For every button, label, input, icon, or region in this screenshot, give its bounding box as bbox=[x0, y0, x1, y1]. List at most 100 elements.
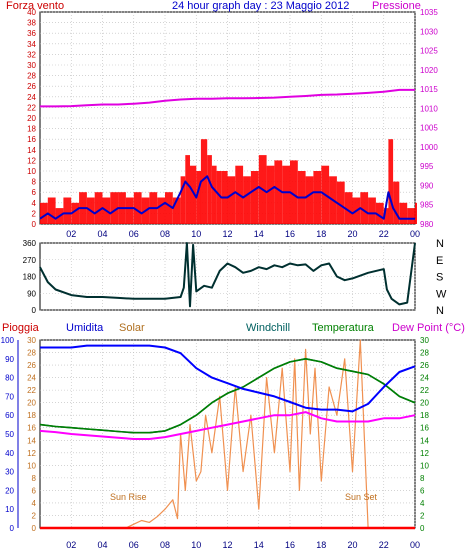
y-tick-label-humidity: 0 bbox=[10, 524, 15, 533]
y-tick-label-pressure: 995 bbox=[420, 162, 434, 171]
x-tick-label: 04 bbox=[97, 229, 107, 239]
wind-gust-bar bbox=[313, 171, 322, 224]
y-tick-label-temp: 20 bbox=[420, 399, 429, 408]
tick-layer: 0202040406060808101012121414161618182020… bbox=[1, 8, 447, 550]
y-tick-label-humidity: 20 bbox=[5, 486, 14, 495]
wind-gust-bar bbox=[47, 197, 56, 224]
y-tick-label-temp: 8 bbox=[420, 474, 425, 483]
y-tick-label-humidity: 90 bbox=[5, 355, 14, 364]
wind-gust-bar bbox=[266, 165, 275, 224]
wind-gust-bar bbox=[250, 171, 259, 224]
sun-set-label: Sun Set bbox=[345, 492, 378, 502]
y-tick-label-solar: 2 bbox=[32, 511, 37, 520]
wind-gust-bar bbox=[211, 165, 217, 224]
x-tick-label: 10 bbox=[191, 229, 201, 239]
y-tick-label-temp: 30 bbox=[420, 336, 429, 345]
humidity-line bbox=[40, 344, 416, 413]
x-tick-label: 20 bbox=[347, 540, 357, 550]
x-tick-label: 18 bbox=[316, 540, 326, 550]
y-tick-label-solar: 8 bbox=[32, 474, 37, 483]
chart-title: 24 hour graph day : 23 Maggio 2012 bbox=[172, 0, 349, 12]
y-tick-label-wind: 8 bbox=[32, 178, 37, 187]
solar-label: Solar bbox=[119, 322, 145, 334]
y-tick-label-wind: 10 bbox=[27, 167, 36, 176]
y-tick-label-pressure: 1010 bbox=[420, 104, 438, 113]
y-tick-label-wind: 38 bbox=[27, 19, 36, 28]
dewpoint-label: Dew Point (°C) bbox=[392, 322, 465, 334]
y-tick-label-pressure: 990 bbox=[420, 181, 434, 190]
y-tick-label-temp: 0 bbox=[420, 524, 425, 533]
series-layer bbox=[39, 88, 417, 530]
y-tick-label-temp: 6 bbox=[420, 486, 425, 495]
wind-gust-bar bbox=[190, 165, 197, 224]
forza-vento-label: Forza vento bbox=[6, 0, 64, 12]
x-tick-label: 16 bbox=[285, 540, 295, 550]
y-tick-label-pressure: 1005 bbox=[420, 124, 438, 133]
y-tick-label-pressure: 980 bbox=[420, 220, 434, 229]
wind-gust-bar bbox=[393, 181, 400, 224]
wind-gust-bar bbox=[125, 197, 134, 224]
x-tick-label: 04 bbox=[97, 540, 107, 550]
pressure-line bbox=[40, 88, 415, 108]
x-tick-label: 06 bbox=[129, 229, 139, 239]
wind-gust-bar bbox=[415, 202, 417, 224]
wind-gust-bar bbox=[383, 208, 389, 224]
y-tick-label-temp: 12 bbox=[420, 449, 429, 458]
x-tick-label: 22 bbox=[379, 229, 389, 239]
y-tick-label-humidity: 60 bbox=[5, 411, 14, 420]
y-tick-label-humidity: 70 bbox=[5, 392, 14, 401]
wind-gust-bar bbox=[399, 202, 408, 224]
y-tick-label-pressure: 1025 bbox=[420, 47, 438, 56]
y-tick-label-solar: 4 bbox=[32, 499, 37, 508]
y-tick-label-solar: 0 bbox=[32, 524, 37, 533]
y-tick-label-direction: 180 bbox=[23, 273, 37, 282]
x-tick-label: 12 bbox=[222, 540, 232, 550]
y-tick-label-solar: 14 bbox=[27, 436, 36, 445]
y-tick-label-wind: 16 bbox=[27, 135, 36, 144]
y-tick-label-direction: 270 bbox=[23, 256, 37, 265]
x-tick-label: 10 bbox=[191, 540, 201, 550]
y-tick-label-temp: 28 bbox=[420, 349, 429, 358]
y-tick-label-temp: 16 bbox=[420, 424, 429, 433]
y-tick-label-wind: 14 bbox=[27, 146, 36, 155]
y-tick-label-temp: 10 bbox=[420, 461, 429, 470]
y-tick-label-wind: 0 bbox=[32, 220, 37, 229]
wind-gust-bar bbox=[282, 165, 290, 224]
compass-label: E bbox=[436, 255, 443, 267]
y-tick-label-solar: 12 bbox=[27, 449, 36, 458]
y-tick-label-solar: 28 bbox=[27, 349, 36, 358]
x-tick-label: 14 bbox=[254, 229, 264, 239]
y-tick-label-humidity: 80 bbox=[5, 374, 14, 383]
x-tick-label: 00 bbox=[410, 229, 420, 239]
wind-gust-bar bbox=[216, 171, 222, 224]
wind-gust-bar bbox=[274, 160, 283, 224]
y-tick-label-pressure: 1015 bbox=[420, 85, 438, 94]
y-tick-label-wind: 32 bbox=[27, 50, 36, 59]
wind-average-line bbox=[39, 175, 415, 220]
y-tick-label-humidity: 30 bbox=[5, 468, 14, 477]
x-tick-label: 22 bbox=[379, 540, 389, 550]
y-tick-label-pressure: 1030 bbox=[420, 27, 438, 36]
wind-gust-bar bbox=[243, 176, 251, 224]
y-tick-label-solar: 18 bbox=[27, 411, 36, 420]
y-tick-label-direction: 0 bbox=[32, 306, 37, 315]
dewpoint-line bbox=[39, 411, 416, 440]
y-tick-label-pressure: 1000 bbox=[420, 143, 438, 152]
x-tick-label: 02 bbox=[66, 540, 76, 550]
windchill-label: Windchill bbox=[246, 322, 290, 334]
y-tick-label-wind: 18 bbox=[27, 125, 36, 134]
y-tick-label-wind: 22 bbox=[27, 103, 36, 112]
sun-rise-label: Sun Rise bbox=[110, 492, 147, 502]
wind-gust-bar bbox=[207, 155, 212, 224]
x-tick-label: 14 bbox=[254, 540, 264, 550]
wind-gust-bar bbox=[407, 208, 415, 224]
y-tick-label-wind: 20 bbox=[27, 114, 36, 123]
wind-gust-bar bbox=[196, 171, 201, 224]
y-tick-label-wind: 30 bbox=[27, 61, 36, 70]
x-tick-label: 12 bbox=[222, 229, 232, 239]
wind-gust-bar bbox=[94, 192, 103, 224]
solar-line bbox=[125, 339, 369, 529]
y-tick-label-temp: 22 bbox=[420, 386, 429, 395]
y-tick-label-wind: 24 bbox=[27, 93, 36, 102]
